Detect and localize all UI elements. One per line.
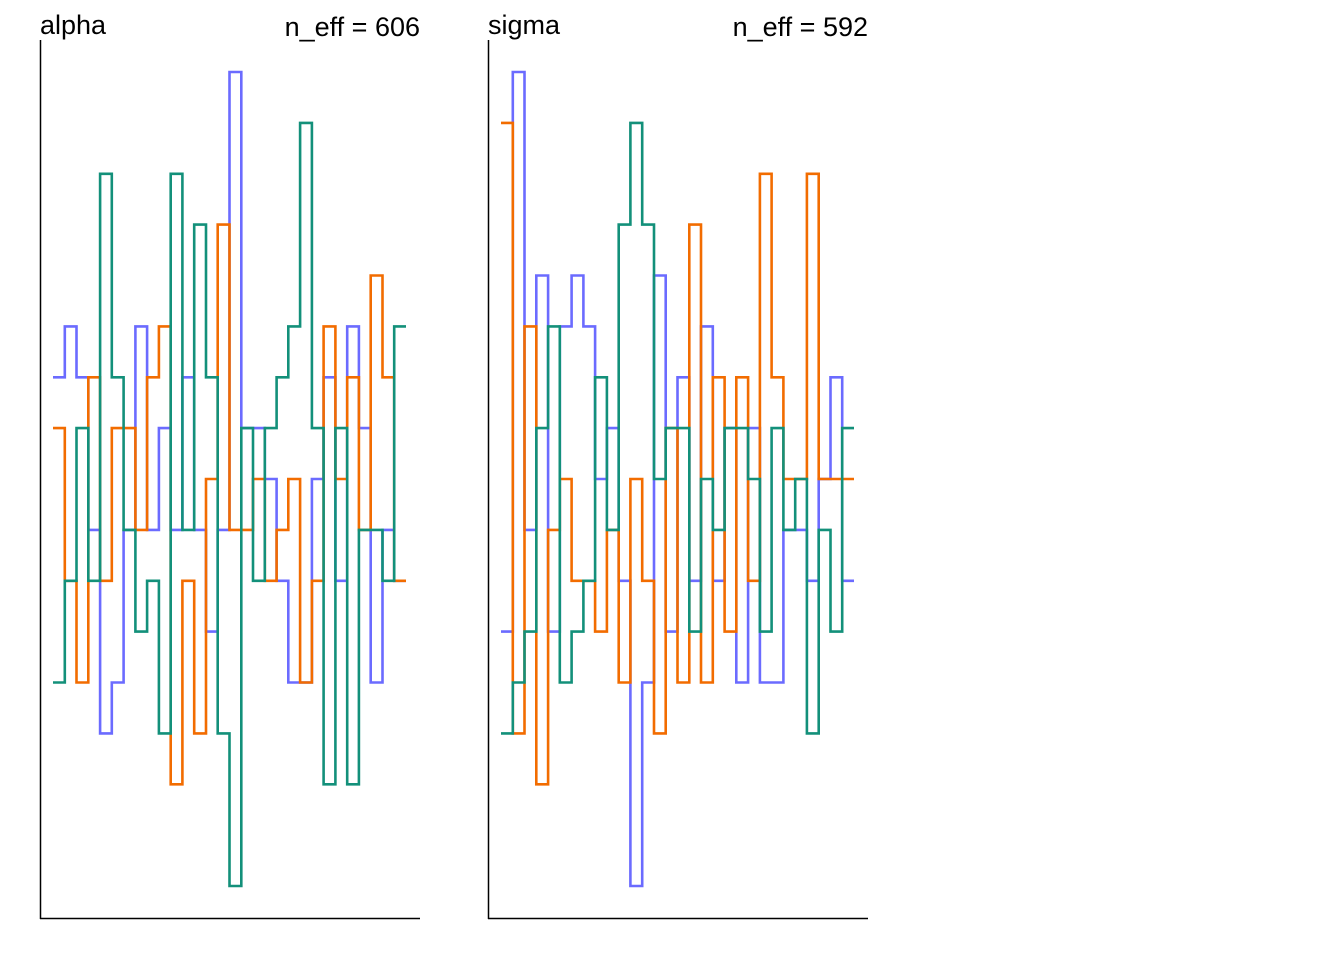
n-eff-label: n_eff = 592 [733,12,868,42]
series-layer [53,70,406,888]
panel-sigma: sigma n_eff = 592 [487,10,868,920]
chain-2-step-line [53,223,406,786]
chain-3-step-line [501,121,854,735]
chain-2-step-line [501,121,854,786]
n-eff-label: n_eff = 606 [285,12,420,42]
series-layer [501,70,854,888]
panel-title: alpha [40,10,107,40]
chain-3-step-line [53,121,406,888]
panel-alpha: alpha n_eff = 606 [39,10,420,920]
panel-title: sigma [488,10,561,40]
